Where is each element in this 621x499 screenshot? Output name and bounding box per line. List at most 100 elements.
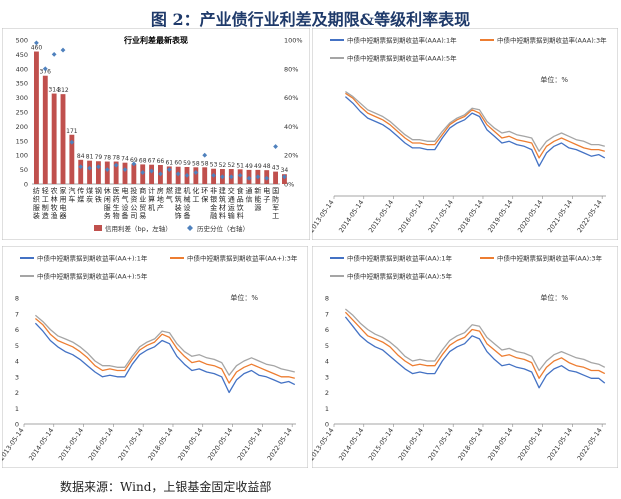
bar [51, 93, 57, 184]
bar [131, 164, 137, 184]
x-tick-label: 食品饮料 [237, 186, 244, 220]
series-line [345, 92, 605, 159]
x-tick-label: 房地产 [157, 186, 164, 212]
bar [87, 160, 93, 184]
x-tick-label: 轻工制造 [42, 186, 49, 220]
bar-data-label: 58 [192, 160, 200, 167]
bar-data-label: 49 [245, 163, 253, 170]
unit-label: 单位：% [540, 75, 568, 84]
bar-data-label: 60 [174, 160, 182, 167]
y-left-tick-label: 500 [16, 37, 28, 45]
percentile-point [60, 47, 66, 53]
x-tick-label: 交通运输 [228, 186, 235, 220]
series-line [34, 318, 295, 384]
percentile-point [131, 161, 137, 167]
x-tick-label: 国防军工 [272, 187, 279, 220]
y-tick-label: 7 [15, 310, 19, 318]
bar-data-label: 460 [31, 45, 43, 52]
percentile-point [202, 152, 208, 158]
x-tick-label: 建筑装饰 [175, 186, 182, 220]
y-tick-label: 2 [325, 389, 329, 397]
y-left-tick-label: 50 [20, 166, 28, 174]
bar-data-label: 59 [183, 160, 191, 167]
y-tick-label: 8 [325, 295, 329, 303]
y-left-tick-label: 0 [24, 181, 28, 189]
y-tick-label: 1 [15, 405, 19, 413]
aaplus-yield-chart: 中债中短期票据到期收益率(AA+):1年 中债中短期票据到期收益率(AA+):3年… [2, 246, 308, 468]
x-tick-label: 建筑材料 [219, 186, 226, 220]
x-tick-label: 计算机 [148, 186, 155, 212]
legend-swatch-point [187, 225, 193, 231]
bar-data-label: 84 [77, 153, 85, 160]
y-left-tick-label: 400 [16, 65, 28, 73]
x-tick-label: 非银金融 [210, 186, 217, 220]
series-line [344, 96, 606, 167]
bar [122, 162, 128, 184]
x-tick-label: 新能源 [254, 186, 261, 212]
percentile-point [34, 40, 39, 46]
bar-data-label: 69 [130, 157, 138, 164]
y-tick-label: 0 [15, 421, 19, 429]
series-line [344, 316, 606, 389]
unit-label: 单位：% [540, 293, 568, 302]
bar [69, 134, 75, 184]
x-tick-label: 钢铁 [95, 186, 102, 203]
legend-label: 中债中短期票据到期收益率(AA):5年 [347, 272, 452, 281]
bar [149, 164, 155, 184]
percentile-point [220, 174, 225, 180]
bar [113, 161, 119, 184]
bar [33, 51, 39, 184]
legend-label: 中债中短期票据到期收益率(AA+):5年 [37, 272, 148, 281]
x-tick-label: 家用电器 [60, 186, 67, 220]
legend-label: 中债中短期票据到期收益率(AA):1年 [347, 254, 452, 263]
y-right-tick-label: 60% [284, 94, 298, 102]
x-tick-label: 化工 [192, 186, 199, 203]
percentile-point [255, 174, 261, 180]
bar-data-label: 52 [219, 162, 227, 169]
legend-label: 中债中短期票据到期收益率(AAA):5年 [347, 54, 457, 63]
page-title: 图 2：产业债行业利差及期限&等级利率表现 [150, 10, 471, 29]
x-tick-label: 商业贸易 [139, 186, 146, 220]
percentile-point [184, 172, 190, 178]
y-tick-label: 8 [15, 295, 19, 303]
bar-data-label: 79 [95, 154, 103, 161]
percentile-point [158, 171, 163, 177]
y-left-tick-label: 200 [16, 123, 28, 131]
percentile-point [273, 144, 278, 149]
bar-data-label: 314 [48, 87, 60, 94]
footer-source: 数据来源：Wind，上银基金固定收益部 [60, 480, 272, 494]
y-left-tick-label: 300 [16, 94, 28, 102]
y-tick-label: 4 [325, 358, 329, 366]
percentile-point [166, 167, 172, 172]
bar-data-label: 68 [139, 157, 147, 164]
bar-data-label: 78 [112, 155, 120, 162]
x-tick-label: 机械设备 [184, 186, 191, 220]
bar-data-label: 81 [86, 154, 94, 161]
y-tick-label: 6 [15, 326, 19, 334]
bar [104, 161, 110, 184]
legend-label: 中债中短期票据到期收益率(AAA):3年 [497, 36, 607, 45]
chart-frame [2, 246, 308, 468]
x-tick-label: 休闲服务 [104, 186, 111, 220]
bar [202, 167, 208, 184]
percentile-point [149, 168, 154, 174]
legend-swatch-bar [94, 225, 102, 231]
percentile-point [87, 165, 92, 171]
percentile-point [237, 172, 243, 178]
y-tick-label: 5 [325, 342, 329, 350]
bar-data-label: 376 [40, 69, 52, 76]
bar [193, 167, 199, 184]
y-tick-label: 6 [325, 326, 329, 334]
chart-frame [312, 246, 618, 468]
aaa-yield-chart: 中债中短期票据到期收益率(AAA):1年 中债中短期票据到期收益率(AAA):3年… [312, 28, 618, 240]
percentile-point [96, 164, 101, 170]
aa-yield-chart: 中债中短期票据到期收益率(AA):1年 中债中短期票据到期收益率(AA):3年中债… [312, 246, 618, 468]
bar [95, 161, 101, 184]
x-tick-label: 汽车 [68, 186, 75, 203]
bar-data-label: 67 [148, 158, 156, 165]
x-tick-label: 环保 [201, 187, 208, 203]
bar-data-label: 34 [281, 167, 289, 174]
bar-data-label: 66 [157, 158, 165, 165]
percentile-point [113, 162, 119, 168]
y-tick-label: 3 [15, 373, 19, 381]
